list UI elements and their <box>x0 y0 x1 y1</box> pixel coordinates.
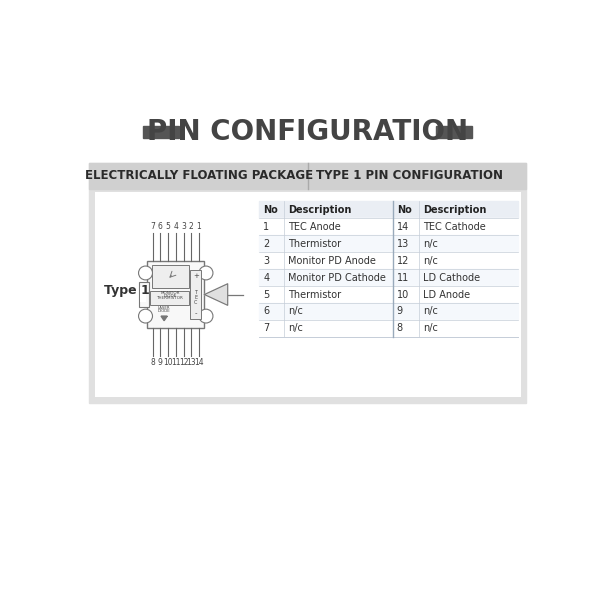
Text: No: No <box>263 205 278 215</box>
Bar <box>147 260 205 328</box>
Text: No: No <box>397 205 412 215</box>
Text: T: T <box>194 290 197 295</box>
Text: 6: 6 <box>158 221 163 230</box>
Text: LD Cathode: LD Cathode <box>423 272 480 283</box>
Text: C: C <box>194 300 197 305</box>
Text: 10: 10 <box>163 358 173 367</box>
Text: E: E <box>194 295 197 300</box>
Text: 5: 5 <box>166 221 170 230</box>
Text: PIN CONFIGURATION: PIN CONFIGURATION <box>147 118 468 146</box>
Text: 14: 14 <box>397 222 409 232</box>
Bar <box>89 163 526 403</box>
Text: TEC Cathode: TEC Cathode <box>423 222 486 232</box>
Text: 6: 6 <box>263 307 269 316</box>
Text: 1: 1 <box>197 221 202 230</box>
Bar <box>259 303 518 320</box>
Bar <box>259 252 518 269</box>
Text: 12: 12 <box>397 256 409 266</box>
Bar <box>150 292 189 305</box>
Text: Thermistor: Thermistor <box>288 290 341 299</box>
Text: 14: 14 <box>194 358 204 367</box>
Circle shape <box>199 266 213 280</box>
Circle shape <box>139 309 152 323</box>
Bar <box>259 202 518 218</box>
Bar <box>259 269 518 286</box>
Bar <box>143 126 179 138</box>
Text: MONITOR: MONITOR <box>161 290 180 295</box>
Text: TYPE 1 PIN CONFIGURATION: TYPE 1 PIN CONFIGURATION <box>316 169 503 182</box>
Text: 2: 2 <box>263 239 269 249</box>
Text: DIODE: DIODE <box>164 294 177 298</box>
Text: n/c: n/c <box>423 307 438 316</box>
Text: n/c: n/c <box>288 323 303 334</box>
Text: Description: Description <box>423 205 487 215</box>
Text: 1: 1 <box>263 222 269 232</box>
Text: 3: 3 <box>181 221 186 230</box>
Text: DIODE: DIODE <box>158 310 170 313</box>
Text: 9: 9 <box>397 307 403 316</box>
Text: Type 1: Type 1 <box>104 284 149 297</box>
Text: 4: 4 <box>173 221 178 230</box>
Bar <box>190 270 202 319</box>
Text: 13: 13 <box>187 358 196 367</box>
Text: LD Anode: LD Anode <box>423 290 470 299</box>
Bar <box>259 202 518 337</box>
Text: 8: 8 <box>150 358 155 367</box>
Text: +: + <box>193 273 199 279</box>
Text: n/c: n/c <box>423 239 438 249</box>
Text: 10: 10 <box>397 290 409 299</box>
Bar <box>436 126 472 138</box>
Text: Description: Description <box>288 205 352 215</box>
Bar <box>139 282 149 307</box>
Text: 7: 7 <box>263 323 269 334</box>
Bar <box>259 218 518 235</box>
Text: 5: 5 <box>263 290 269 299</box>
Bar <box>152 265 189 289</box>
Text: ELECTRICALLY FLOATING PACKAGE: ELECTRICALLY FLOATING PACKAGE <box>85 169 313 182</box>
Text: 12: 12 <box>179 358 188 367</box>
Bar <box>140 287 146 302</box>
Text: -: - <box>194 310 197 316</box>
Text: 7: 7 <box>150 221 155 230</box>
Text: n/c: n/c <box>423 256 438 266</box>
Text: 11: 11 <box>171 358 181 367</box>
Text: 3: 3 <box>263 256 269 266</box>
Text: LASER: LASER <box>158 307 170 310</box>
Text: Monitor PD Cathode: Monitor PD Cathode <box>288 272 386 283</box>
Bar <box>259 286 518 303</box>
Circle shape <box>199 309 213 323</box>
Text: 11: 11 <box>397 272 409 283</box>
Polygon shape <box>205 284 227 305</box>
Circle shape <box>139 266 152 280</box>
Text: THERMISTOR: THERMISTOR <box>156 296 183 301</box>
Bar <box>89 163 526 189</box>
Text: 2: 2 <box>189 221 194 230</box>
Text: 9: 9 <box>158 358 163 367</box>
Text: 13: 13 <box>397 239 409 249</box>
Text: 8: 8 <box>397 323 403 334</box>
Bar <box>259 235 518 252</box>
Bar <box>95 192 521 397</box>
Text: 4: 4 <box>263 272 269 283</box>
Text: n/c: n/c <box>288 307 303 316</box>
Polygon shape <box>161 316 167 321</box>
Text: n/c: n/c <box>423 323 438 334</box>
Text: Monitor PD Anode: Monitor PD Anode <box>288 256 376 266</box>
Text: Thermistor: Thermistor <box>288 239 341 249</box>
Text: TEC Anode: TEC Anode <box>288 222 341 232</box>
Bar <box>259 320 518 337</box>
